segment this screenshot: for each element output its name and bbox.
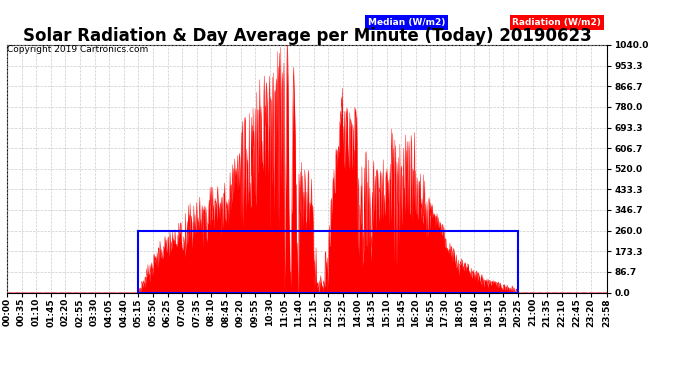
Title: Solar Radiation & Day Average per Minute (Today) 20190623: Solar Radiation & Day Average per Minute… xyxy=(23,27,591,45)
Bar xyxy=(138,231,518,292)
Text: Median (W/m2): Median (W/m2) xyxy=(368,18,445,27)
Text: Radiation (W/m2): Radiation (W/m2) xyxy=(512,18,601,27)
Text: Copyright 2019 Cartronics.com: Copyright 2019 Cartronics.com xyxy=(7,45,148,54)
